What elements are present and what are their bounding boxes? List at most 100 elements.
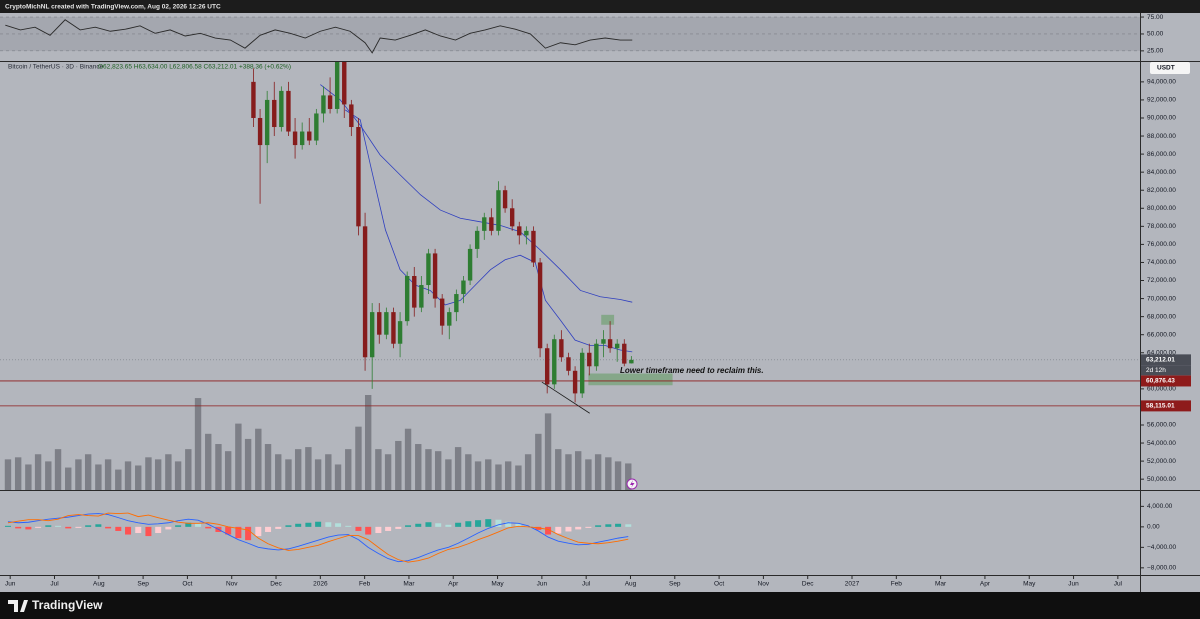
x-tick-label: Oct: [182, 581, 192, 588]
volume-bar: [194, 398, 202, 490]
histogram-bar: [75, 526, 82, 528]
histogram-bar: [525, 525, 532, 527]
volume-bar: [65, 467, 72, 490]
histogram-bar: [105, 526, 112, 529]
candle-body: [362, 226, 368, 358]
candle-body: [607, 339, 613, 349]
histogram-bar: [505, 521, 512, 527]
volume-bar: [565, 454, 572, 490]
annotation: Lower timeframe need to reclaim this.: [620, 366, 764, 375]
volume-bar: [614, 461, 622, 490]
y-tick-label: 60,000.00: [1147, 386, 1176, 393]
volume-bar: [594, 454, 602, 490]
candle-body: [461, 280, 466, 295]
volume-bar: [314, 459, 322, 490]
volume-bar: [174, 461, 182, 490]
histogram-bar: [385, 526, 392, 531]
price-marker: [1141, 354, 1191, 366]
volume-bar: [255, 428, 262, 490]
histogram-bar: [205, 526, 212, 529]
volume-bar: [384, 454, 392, 490]
histogram-bar: [555, 526, 562, 534]
histogram-bar: [335, 523, 342, 527]
candle-body: [467, 248, 473, 281]
volume-bar: [244, 438, 252, 490]
candle-body: [454, 294, 459, 313]
histogram-bar: [315, 521, 322, 527]
y-tick-label: 75.00: [1147, 14, 1164, 21]
x-tick-label: Feb: [891, 581, 903, 588]
volume-bar: [364, 395, 372, 490]
price-marker: [1141, 400, 1191, 412]
volume-bar: [524, 454, 532, 490]
volume-bar: [605, 457, 612, 490]
histogram-bar: [155, 526, 162, 533]
histogram-bar: [565, 526, 572, 532]
y-tick-label: 86,000.00: [1147, 151, 1176, 158]
x-tick-label: Dec: [270, 581, 282, 588]
y-tick-label: 94,000.00: [1147, 79, 1176, 86]
x-tick-label: Sep: [669, 581, 681, 588]
currency: USDT: [1157, 65, 1175, 72]
y-tick-label: 50.00: [1147, 31, 1164, 38]
price-panel: [0, 62, 1140, 490]
candle-body: [517, 226, 522, 236]
histogram-bar: [345, 525, 352, 527]
histogram-bar: [625, 524, 632, 527]
volume-bar: [4, 459, 12, 490]
histogram-bar: [65, 526, 72, 529]
countdown: 2d 12h: [1146, 367, 1166, 374]
histogram-bar: [255, 526, 262, 537]
histogram-bar: [585, 526, 592, 528]
signal-line: [7, 512, 629, 563]
brand-logo: [8, 600, 28, 612]
candle-body: [482, 217, 487, 231]
histogram-bar: [15, 526, 22, 529]
footer-bar: [0, 592, 1200, 619]
y-tick-label: 64,000.00: [1147, 349, 1176, 356]
y-tick-label: 90,000.00: [1147, 115, 1176, 122]
histogram-bar: [25, 526, 32, 530]
histogram-bar: [575, 526, 582, 530]
volume-bar: [495, 464, 502, 490]
volume-bar: [345, 449, 352, 490]
x-tick-label: Jul: [50, 581, 59, 588]
candle-body: [292, 131, 298, 146]
histogram-bar: [425, 522, 432, 527]
candle-body: [349, 104, 354, 128]
y-tick-label: 54,000.00: [1147, 440, 1176, 447]
x-tick-label: Dec: [802, 581, 814, 588]
candle-body: [524, 230, 529, 236]
x-tick-label: Mar: [935, 581, 947, 588]
candle-body: [426, 253, 431, 286]
x-tick-label: Aug: [625, 581, 637, 588]
volume-bar: [95, 464, 102, 490]
candle-body: [391, 312, 396, 344]
x-tick-label: Jul: [582, 581, 591, 588]
histogram-bar: [95, 524, 102, 527]
volume-bar: [145, 457, 152, 490]
x-tick-label: Oct: [714, 581, 724, 588]
volume-bar: [54, 449, 62, 490]
histogram-bar: [485, 519, 492, 527]
event-icon-bolt: [630, 480, 635, 488]
x-tick-label: Apr: [980, 581, 991, 588]
volume-bar: [574, 451, 582, 490]
histogram-bar: [475, 520, 482, 527]
candle-body: [257, 117, 263, 146]
volume-bar: [104, 459, 112, 490]
candle-body: [537, 262, 543, 349]
candle-body: [307, 131, 312, 141]
volume-bar: [285, 459, 292, 490]
x-tick-label: Nov: [758, 581, 770, 588]
histogram-bar: [415, 523, 422, 527]
credit: CryptoMichNL created with TradingView.co…: [5, 4, 221, 11]
axes: 50,000.0052,000.0054,000.0056,000.0058,0…: [5, 14, 1191, 588]
zone: [601, 314, 615, 325]
histogram-bar: [375, 526, 382, 533]
volume-bar: [504, 461, 512, 490]
macd-panel: [4, 512, 632, 563]
volume-bar: [294, 449, 302, 490]
volume-bar: [404, 428, 412, 490]
x-tick-label: May: [1023, 581, 1036, 588]
